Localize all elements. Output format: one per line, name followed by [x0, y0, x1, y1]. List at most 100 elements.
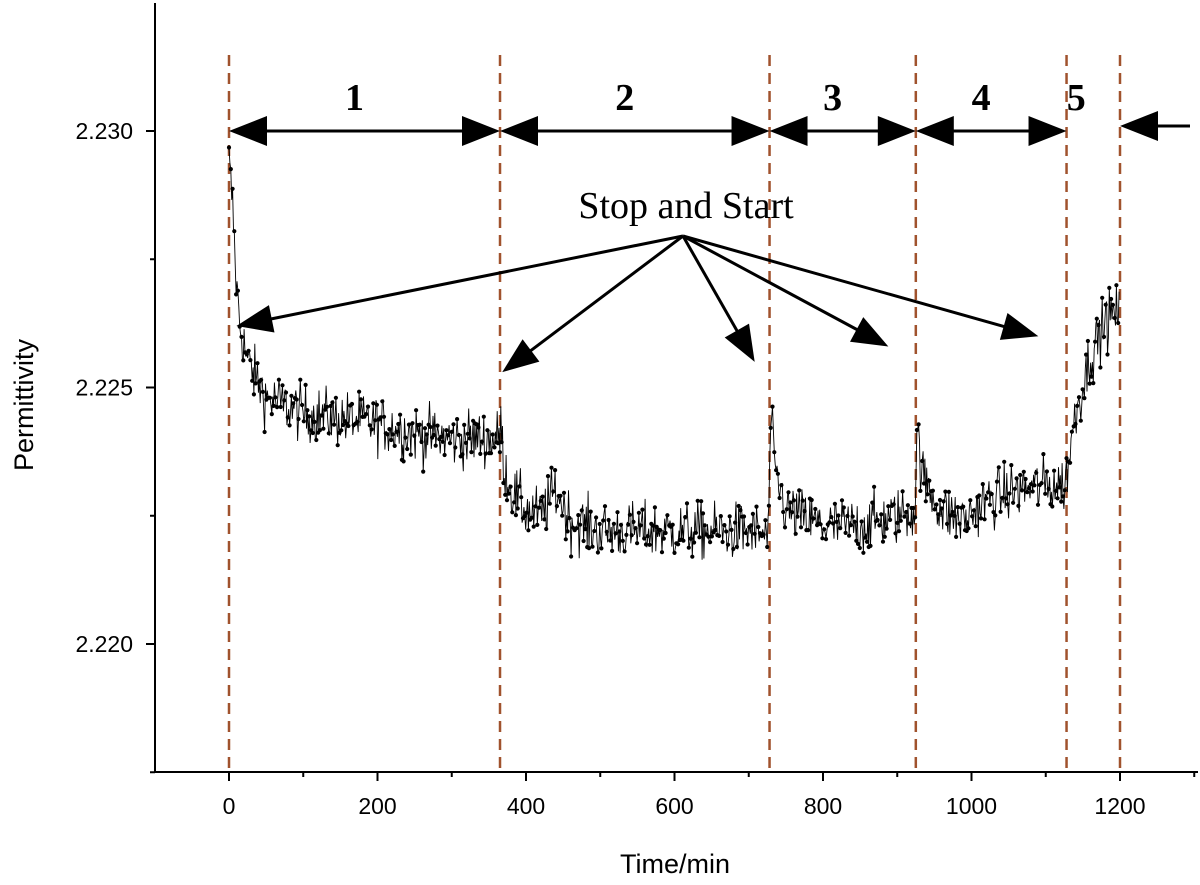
data-point — [579, 508, 584, 513]
data-point — [542, 517, 547, 522]
data-point — [643, 542, 649, 547]
data-point — [364, 412, 369, 417]
data-point — [822, 527, 827, 532]
stop-and-start-label: Stop and Start — [578, 185, 794, 227]
data-point — [955, 505, 960, 510]
data-point — [1012, 486, 1018, 491]
data-point — [993, 513, 998, 518]
data-point — [610, 548, 615, 554]
data-point — [273, 395, 278, 400]
data-point — [722, 523, 727, 528]
data-point — [627, 512, 633, 517]
data-point — [831, 521, 836, 526]
data-point — [1096, 322, 1101, 328]
data-point — [449, 429, 454, 434]
data-point — [957, 521, 962, 526]
data-point — [1011, 500, 1016, 505]
data-point — [690, 554, 695, 559]
data-point — [702, 523, 707, 528]
data-point — [335, 443, 340, 448]
data-point — [692, 540, 697, 545]
data-point — [971, 508, 977, 513]
data-point — [741, 514, 747, 519]
data-point — [1034, 470, 1039, 475]
data-point — [474, 422, 479, 427]
data-point — [234, 292, 239, 297]
segment-arrowhead-right-2 — [731, 116, 770, 146]
data-point — [1046, 486, 1051, 491]
data-point — [991, 509, 996, 515]
data-point — [1105, 352, 1110, 357]
data-point — [770, 404, 775, 409]
data-point — [535, 522, 540, 528]
x-tick-label-600: 600 — [655, 793, 693, 819]
data-point — [478, 451, 483, 456]
x-tick-label-800: 800 — [804, 793, 842, 819]
data-point — [941, 499, 946, 504]
data-point — [720, 539, 725, 545]
data-point — [267, 395, 273, 400]
stop-start-callouts — [236, 234, 1039, 373]
data-point — [854, 538, 859, 543]
data-point — [797, 488, 802, 493]
data-point — [798, 525, 804, 530]
data-point — [631, 519, 636, 525]
data-point — [756, 524, 761, 530]
x-tick-label-200: 200 — [358, 793, 396, 819]
data-point — [977, 493, 982, 498]
data-point — [699, 499, 704, 504]
data-point — [1093, 339, 1098, 344]
data-point — [790, 510, 795, 515]
data-point — [324, 404, 330, 409]
data-point — [1101, 334, 1107, 339]
x-axis-title: Time/min — [620, 849, 730, 879]
data-point — [620, 538, 625, 544]
data-point — [1021, 469, 1026, 474]
data-point — [1023, 476, 1028, 482]
data-point — [921, 481, 927, 486]
data-point — [1003, 496, 1009, 501]
data-point — [522, 514, 527, 519]
callout-line-3 — [681, 235, 742, 337]
data-point — [996, 465, 1001, 470]
data-point — [738, 508, 743, 513]
data-point — [870, 500, 875, 505]
data-point — [786, 490, 791, 495]
data-point — [1057, 485, 1062, 490]
data-point — [968, 498, 973, 503]
data-point — [317, 428, 322, 433]
callout-arrowhead-1 — [236, 305, 275, 333]
data-point — [504, 498, 510, 503]
data-point — [636, 510, 642, 515]
segment-dimension-arrows: 1 2 3 4 5 — [229, 77, 1190, 146]
data-point — [406, 422, 412, 427]
data-point — [743, 530, 748, 536]
data-point — [788, 500, 793, 505]
data-point — [635, 541, 640, 546]
data-point — [622, 549, 627, 554]
data-point — [772, 450, 777, 455]
data-point — [419, 439, 424, 445]
data-point — [733, 520, 738, 525]
data-point — [349, 401, 355, 407]
data-point — [422, 426, 428, 431]
data-point — [848, 523, 854, 528]
data-point — [952, 513, 957, 518]
data-point — [296, 416, 301, 422]
data-point — [275, 405, 280, 410]
data-point — [970, 514, 975, 519]
data-point — [496, 441, 501, 446]
segment-label-2: 2 — [615, 77, 634, 119]
data-point — [709, 534, 715, 539]
data-point — [813, 506, 818, 512]
segment-arrowhead-left-2 — [500, 116, 539, 146]
data-point — [440, 439, 445, 444]
data-point — [305, 408, 310, 413]
data-point — [611, 521, 617, 526]
data-point — [727, 514, 732, 519]
data-point — [1114, 283, 1119, 288]
data-point — [1025, 490, 1030, 495]
data-point — [333, 395, 338, 400]
data-point — [499, 440, 504, 445]
